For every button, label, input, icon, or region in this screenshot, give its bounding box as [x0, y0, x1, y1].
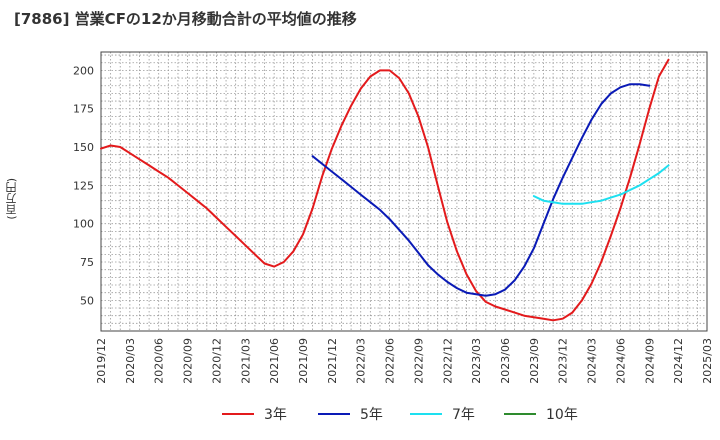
x-tick-label: 2023/09: [528, 338, 541, 384]
x-tick-label: 2021/12: [326, 338, 339, 384]
x-tick-label: 2024/03: [586, 338, 599, 384]
y-tick-label: 150: [73, 141, 94, 154]
x-tick-label: 2022/09: [412, 338, 425, 384]
x-tick-label: 2020/03: [124, 338, 137, 384]
legend-swatch-3y: [222, 413, 254, 415]
legend-item-7y: 7年: [410, 404, 475, 424]
x-tick-label: 2023/12: [557, 338, 570, 384]
legend-item-10y: 10年: [504, 404, 578, 424]
series-line-7y: [532, 164, 670, 205]
y-tick-label: 175: [73, 103, 94, 116]
y-tick-label: 100: [73, 218, 94, 231]
x-tick-label: 2019/12: [95, 338, 108, 384]
legend-label-10y: 10年: [546, 407, 578, 423]
x-tick-label: 2021/09: [297, 338, 310, 384]
legend-swatch-5y: [318, 413, 350, 415]
x-tick-label: 2023/03: [470, 338, 483, 384]
legend-label-3y: 3年: [264, 407, 287, 423]
x-tick-label: 2022/12: [441, 338, 454, 384]
y-tick-label: 200: [73, 64, 94, 77]
x-tick-label: 2022/03: [355, 338, 368, 384]
legend-item-5y: 5年: [318, 404, 383, 424]
legend-label-5y: 5年: [360, 407, 383, 423]
x-tick-label: 2024/12: [672, 338, 685, 384]
x-tick-label: 2020/06: [153, 338, 166, 384]
x-tick-label: 2022/06: [384, 338, 397, 384]
x-tick-label: 2020/12: [210, 338, 223, 384]
x-tick-label: 2024/06: [614, 338, 627, 384]
legend-swatch-7y: [410, 413, 442, 415]
x-tick-label: 2025/03: [701, 338, 714, 384]
legend-label-7y: 7年: [452, 407, 475, 423]
x-tick-label: 2021/03: [239, 338, 252, 384]
x-tick-label: 2021/06: [268, 338, 281, 384]
legend-swatch-10y: [504, 413, 536, 415]
legend: 3年 5年 7年 10年: [0, 400, 720, 428]
series-line-5y: [311, 83, 651, 297]
x-tick-label: 2023/06: [499, 338, 512, 384]
y-tick-label: 50: [80, 294, 94, 307]
y-tick-label: 75: [80, 256, 94, 269]
series-line-3y: [100, 58, 670, 322]
x-tick-label: 2024/09: [643, 338, 656, 384]
legend-item-3y: 3年: [222, 404, 287, 424]
y-tick-label: 125: [73, 179, 94, 192]
chart-title: [7886] 営業CFの12か月移動合計の平均値の推移: [14, 10, 357, 28]
plot-frame: [100, 51, 708, 332]
plot-area: [101, 52, 707, 331]
x-tick-label: 2020/09: [182, 338, 195, 384]
